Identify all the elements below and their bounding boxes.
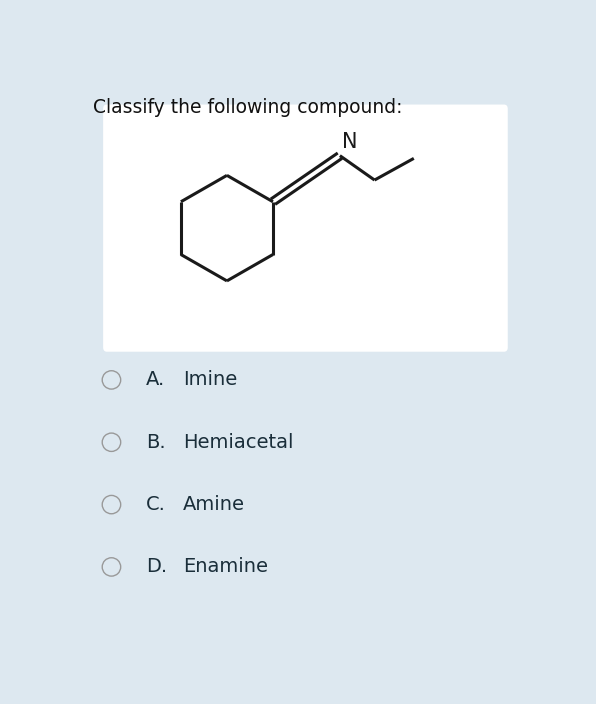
Text: D.: D.	[146, 558, 167, 577]
Text: Hemiacetal: Hemiacetal	[183, 433, 294, 452]
Text: Amine: Amine	[183, 495, 245, 514]
Text: Enamine: Enamine	[183, 558, 268, 577]
Text: Classify the following compound:: Classify the following compound:	[93, 98, 402, 117]
FancyBboxPatch shape	[103, 104, 508, 352]
Text: N: N	[342, 132, 358, 152]
Text: C.: C.	[146, 495, 166, 514]
Text: Imine: Imine	[183, 370, 237, 389]
Text: A.: A.	[146, 370, 165, 389]
Text: B.: B.	[146, 433, 166, 452]
